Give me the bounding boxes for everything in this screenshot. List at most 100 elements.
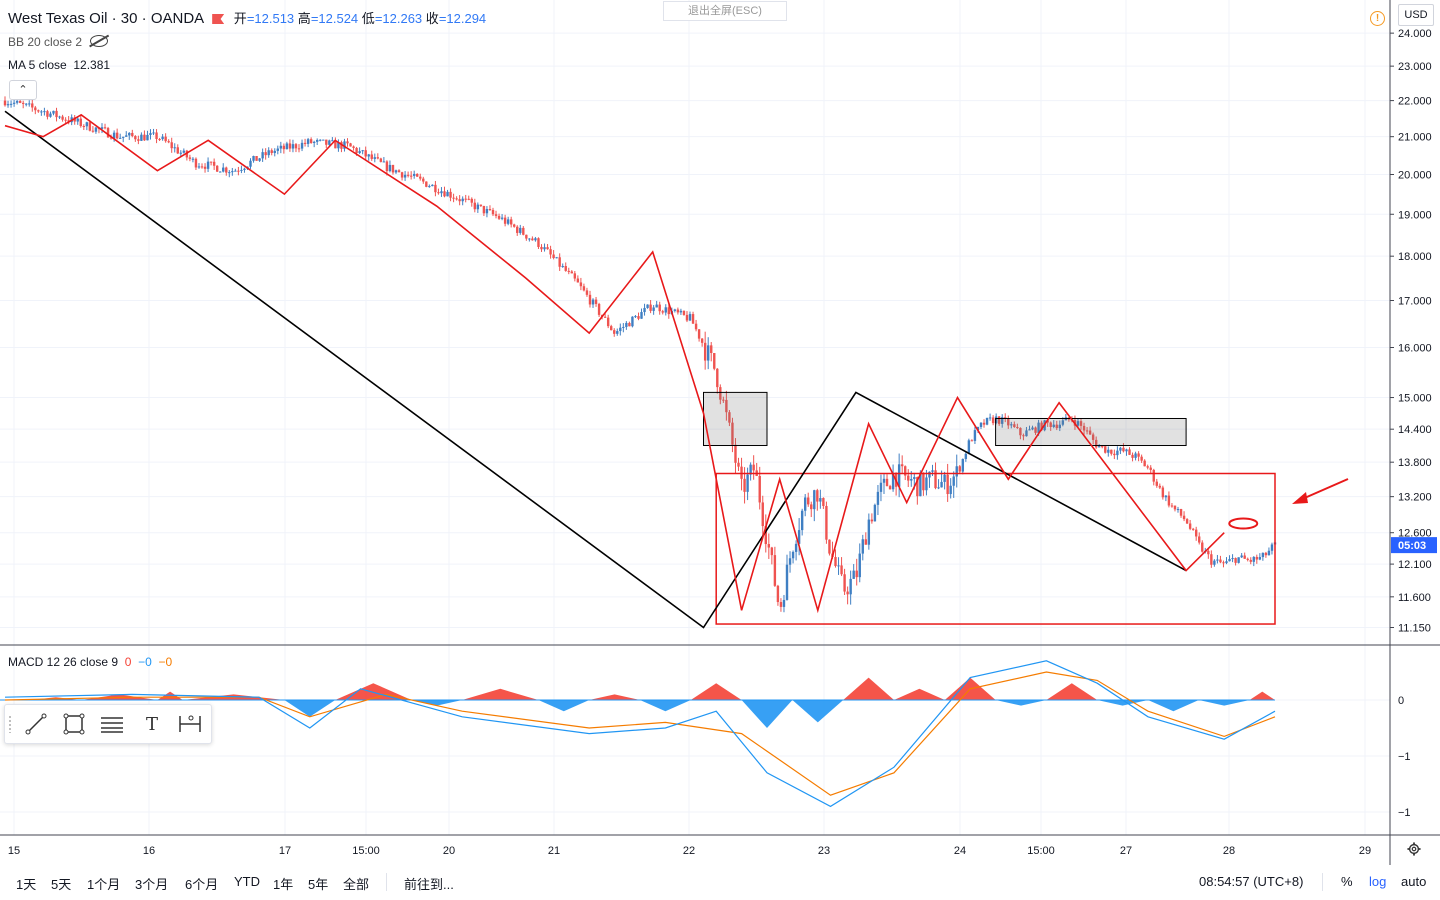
exit-fullscreen-button[interactable]: 退出全屏(ESC)	[663, 1, 787, 21]
candle-body	[1188, 523, 1192, 529]
candle-body	[1061, 420, 1065, 425]
candle-body	[861, 539, 864, 554]
candle-body	[679, 310, 683, 313]
candle-body	[703, 342, 707, 361]
candle-body	[497, 215, 501, 219]
gear-icon[interactable]	[1407, 842, 1421, 856]
candle-body	[537, 238, 540, 247]
hidden-eye-icon[interactable]	[90, 35, 109, 47]
candle-body	[300, 142, 304, 149]
text-icon[interactable]: T	[145, 713, 158, 735]
candle-body	[913, 477, 916, 479]
range-1y[interactable]: 1年	[273, 877, 294, 892]
macd-histogram	[589, 694, 640, 700]
candle-body	[697, 329, 701, 339]
candle-body	[1104, 446, 1107, 453]
candle-body	[252, 156, 255, 161]
flag-icon[interactable]	[212, 14, 225, 24]
warning-icon[interactable]: !	[1370, 11, 1385, 26]
candle-body	[1194, 529, 1198, 537]
range-all[interactable]: 全部	[343, 877, 370, 892]
rectangle-icon[interactable]	[57, 709, 91, 739]
candle-body	[85, 122, 89, 127]
candle-body	[782, 599, 786, 607]
range-1d[interactable]: 1天	[16, 877, 37, 892]
goto-date-button[interactable]: 前往到...	[404, 877, 454, 892]
candle-body	[1258, 557, 1262, 560]
candle-body	[449, 191, 452, 198]
y-tick-label: 19.000	[1398, 209, 1432, 221]
candle-body	[713, 353, 716, 369]
candle-body	[179, 152, 182, 154]
candle-body	[673, 309, 677, 311]
candle-body	[610, 326, 613, 331]
candle-body	[588, 294, 592, 305]
candle-body	[43, 111, 46, 113]
clock[interactable]: 08:54:57 (UTC+8)	[1199, 874, 1304, 889]
range-3m[interactable]: 3个月	[135, 877, 169, 892]
candle-body	[1155, 481, 1158, 486]
candle-body	[388, 164, 392, 172]
range-5y[interactable]: 5年	[308, 877, 329, 892]
candle-body	[273, 150, 276, 153]
candle-body	[603, 316, 607, 318]
candle-body	[509, 219, 513, 225]
candle-body	[176, 147, 179, 154]
candle-body	[949, 485, 952, 495]
candle-body	[158, 139, 161, 141]
candle-body	[88, 122, 92, 131]
fib-channel-icon[interactable]	[95, 709, 129, 739]
current-price-label: 05:03	[1398, 540, 1426, 552]
percent-scale-button[interactable]: %	[1341, 874, 1353, 889]
range-ytd[interactable]: YTD	[234, 874, 260, 889]
candle-body	[764, 526, 767, 545]
candle-body	[258, 158, 261, 161]
drag-handle[interactable]	[8, 715, 12, 733]
candle-body	[1076, 421, 1080, 426]
candle-body	[243, 168, 246, 170]
range-1m[interactable]: 1个月	[87, 877, 121, 892]
measure-icon[interactable]	[173, 709, 207, 739]
trend-line-icon[interactable]	[19, 709, 53, 739]
candle-body	[82, 126, 86, 128]
candle-body	[734, 444, 737, 463]
currency-button[interactable]: USD	[1398, 4, 1434, 26]
candle-body	[422, 178, 425, 182]
candle-body	[1125, 449, 1128, 452]
range-5d[interactable]: 5天	[51, 877, 72, 892]
candle-body	[506, 219, 510, 224]
candle-body	[628, 322, 631, 327]
macd-legend[interactable]: MACD 12 26 close 9 0 −0 −0	[8, 655, 172, 669]
candle-body	[109, 137, 113, 139]
candle-body	[1007, 418, 1010, 426]
bb-indicator[interactable]: BB 20 close 2	[8, 35, 109, 49]
candle-body	[1176, 509, 1180, 511]
candle-body	[325, 139, 328, 145]
candle-body	[122, 136, 125, 138]
candle-body	[767, 544, 771, 548]
candle-body	[870, 519, 874, 522]
candle-body	[619, 327, 622, 332]
candle-body	[1013, 424, 1016, 428]
candle-body	[406, 174, 410, 176]
consolidation-box	[703, 391, 768, 447]
candle-body	[1231, 558, 1234, 560]
candle-body	[1137, 453, 1140, 457]
candle-body	[706, 345, 710, 361]
candle-body	[855, 570, 858, 578]
candle-body	[661, 311, 664, 313]
candle-body	[1082, 425, 1086, 431]
y-tick-label: 11.150	[1398, 622, 1431, 634]
chart-canvas[interactable]: 24.000 23.000 22.000 21.000 20.000 19.000 18.0…	[0, 0, 1440, 865]
candle-body	[1025, 430, 1028, 437]
close-label: 收	[425, 11, 439, 26]
collapse-legend-button[interactable]: ⌃	[9, 80, 37, 100]
candle-body	[191, 158, 195, 160]
ma-indicator[interactable]: MA 5 close 12.381	[8, 58, 110, 72]
range-6m[interactable]: 6个月	[185, 877, 219, 892]
auto-scale-button[interactable]: auto	[1401, 874, 1427, 889]
candle-body	[525, 234, 528, 239]
candle-body	[373, 157, 376, 159]
candle-body	[500, 217, 504, 219]
log-scale-button[interactable]: log	[1369, 874, 1387, 889]
